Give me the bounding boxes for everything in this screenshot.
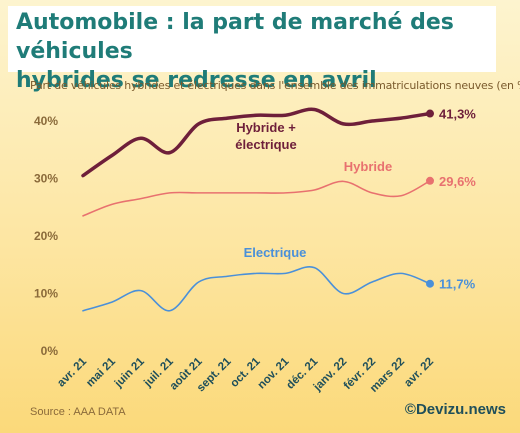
end-value-label: 41,3%: [439, 107, 476, 122]
series-line: [82, 266, 431, 312]
series-label: Hybride: [344, 159, 392, 174]
y-tick-label: 0%: [41, 344, 59, 358]
source-label: Source : AAA DATA: [30, 406, 126, 418]
chart-title-line-1: Automobile : la part de marché des véhic…: [16, 10, 454, 64]
series-line: [82, 180, 431, 217]
end-value-label: 29,6%: [439, 174, 476, 189]
end-point-marker: [426, 176, 434, 185]
chart-subtitle: Part de véhicules hybrides et électrique…: [30, 79, 520, 92]
chart-title-line-2: hybrides se redresse en avril: [16, 68, 377, 93]
x-tick-label: mai 21: [84, 355, 118, 389]
series-label: électrique: [235, 137, 296, 152]
brand-label: ©Devizu.news: [404, 401, 506, 418]
end-point-marker: [426, 109, 434, 118]
y-tick-label: 10%: [34, 287, 58, 301]
series-line: [81, 107, 432, 178]
end-point-marker: [426, 279, 434, 288]
x-tick-label: avr. 21: [55, 355, 89, 389]
y-tick-label: 30%: [34, 172, 58, 186]
y-tick-label: 20%: [34, 229, 58, 243]
series-label: Hybride +: [236, 120, 296, 135]
title-background: [8, 6, 496, 72]
series-label: Electrique: [244, 245, 307, 260]
chart-title: Automobile : la part de marché des véhic…: [16, 8, 496, 95]
x-tick-label: avr. 22: [402, 356, 436, 390]
y-tick-label: 40%: [34, 114, 58, 128]
end-value-label: 11,7%: [439, 277, 476, 292]
x-tick-label: juin 21: [112, 355, 147, 390]
